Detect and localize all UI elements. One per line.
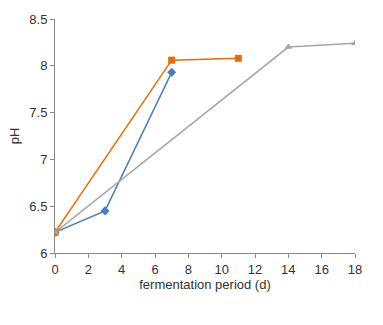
svg-text:10: 10 <box>214 262 228 277</box>
svg-text:12: 12 <box>248 262 262 277</box>
svg-text:fermentation period (d): fermentation period (d) <box>139 277 271 292</box>
svg-text:2: 2 <box>85 262 92 277</box>
svg-text:8.5: 8.5 <box>29 12 47 27</box>
svg-text:16: 16 <box>314 262 328 277</box>
svg-text:14: 14 <box>281 262 295 277</box>
svg-text:pH: pH <box>7 128 22 145</box>
svg-text:0: 0 <box>51 262 58 277</box>
svg-text:18: 18 <box>348 262 362 277</box>
svg-text:6: 6 <box>40 246 47 261</box>
svg-text:4: 4 <box>118 262 125 277</box>
svg-text:7: 7 <box>40 152 47 167</box>
svg-text:6: 6 <box>151 262 158 277</box>
svg-text:8: 8 <box>185 262 192 277</box>
svg-text:6.5: 6.5 <box>29 199 47 214</box>
svg-text:7.5: 7.5 <box>29 105 47 120</box>
svg-text:8: 8 <box>40 58 47 73</box>
